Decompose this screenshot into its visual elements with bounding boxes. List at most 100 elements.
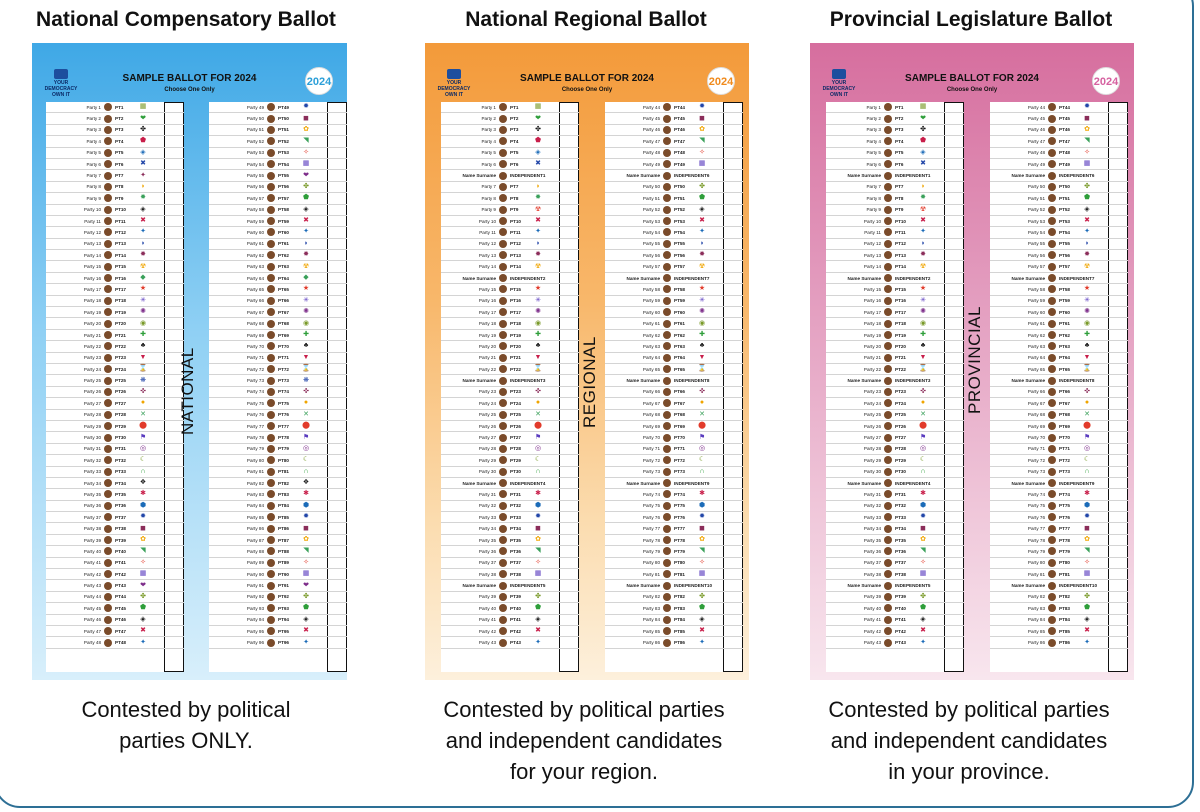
vote-mark-box[interactable] xyxy=(944,238,964,250)
vote-mark-box[interactable] xyxy=(944,500,964,512)
vote-mark-box[interactable] xyxy=(944,352,964,363)
vote-mark-box[interactable] xyxy=(559,455,579,466)
vote-mark-box[interactable] xyxy=(559,398,579,409)
vote-mark-box[interactable] xyxy=(327,375,347,386)
vote-mark-box[interactable] xyxy=(944,295,964,307)
vote-mark-box[interactable] xyxy=(327,113,347,124)
vote-mark-box[interactable] xyxy=(1108,534,1128,546)
vote-mark-box[interactable] xyxy=(164,181,184,193)
vote-mark-box[interactable] xyxy=(559,625,579,637)
vote-mark-box[interactable] xyxy=(944,375,964,386)
vote-mark-box[interactable] xyxy=(723,341,743,352)
vote-mark-box[interactable] xyxy=(723,272,743,284)
vote-mark-box[interactable] xyxy=(723,227,743,238)
vote-mark-box[interactable] xyxy=(327,295,347,307)
vote-mark-box[interactable] xyxy=(164,420,184,432)
vote-mark-box[interactable] xyxy=(327,409,347,420)
vote-mark-box[interactable] xyxy=(164,352,184,363)
vote-mark-box[interactable] xyxy=(944,580,964,591)
vote-mark-box[interactable] xyxy=(559,352,579,363)
vote-mark-box[interactable] xyxy=(559,238,579,250)
vote-mark-box[interactable] xyxy=(1108,489,1128,500)
vote-mark-box[interactable] xyxy=(559,591,579,603)
vote-mark-box[interactable] xyxy=(327,534,347,546)
vote-mark-box[interactable] xyxy=(944,307,964,318)
vote-mark-box[interactable] xyxy=(723,443,743,455)
vote-mark-box[interactable] xyxy=(1108,546,1128,557)
vote-mark-box[interactable] xyxy=(164,375,184,386)
vote-mark-box[interactable] xyxy=(944,136,964,147)
vote-mark-box[interactable] xyxy=(164,591,184,603)
vote-mark-box[interactable] xyxy=(164,193,184,204)
vote-mark-box[interactable] xyxy=(723,603,743,614)
vote-mark-box[interactable] xyxy=(559,420,579,432)
vote-mark-box[interactable] xyxy=(164,170,184,181)
vote-mark-box[interactable] xyxy=(944,272,964,284)
vote-mark-box[interactable] xyxy=(723,432,743,443)
vote-mark-box[interactable] xyxy=(327,158,347,170)
vote-mark-box[interactable] xyxy=(164,250,184,261)
vote-mark-box[interactable] xyxy=(1108,272,1128,284)
vote-mark-box[interactable] xyxy=(327,329,347,341)
vote-mark-box[interactable] xyxy=(944,557,964,569)
vote-mark-box[interactable] xyxy=(944,603,964,614)
vote-mark-box[interactable] xyxy=(164,569,184,580)
vote-mark-box[interactable] xyxy=(559,603,579,614)
vote-mark-box[interactable] xyxy=(559,170,579,181)
vote-mark-box[interactable] xyxy=(559,557,579,569)
vote-mark-box[interactable] xyxy=(944,432,964,443)
vote-mark-box[interactable] xyxy=(164,580,184,591)
vote-mark-box[interactable] xyxy=(327,136,347,147)
vote-mark-box[interactable] xyxy=(559,512,579,523)
vote-mark-box[interactable] xyxy=(327,215,347,227)
vote-mark-box[interactable] xyxy=(723,409,743,420)
vote-mark-box[interactable] xyxy=(559,147,579,158)
vote-mark-box[interactable] xyxy=(164,318,184,329)
vote-mark-box[interactable] xyxy=(1108,158,1128,170)
vote-mark-box[interactable] xyxy=(723,614,743,625)
vote-mark-box[interactable] xyxy=(723,124,743,136)
vote-mark-box[interactable] xyxy=(1108,352,1128,363)
vote-mark-box[interactable] xyxy=(944,386,964,398)
vote-mark-box[interactable] xyxy=(559,637,579,648)
vote-mark-box[interactable] xyxy=(944,363,964,375)
vote-mark-box[interactable] xyxy=(723,512,743,523)
vote-mark-box[interactable] xyxy=(559,102,579,113)
vote-mark-box[interactable] xyxy=(944,523,964,534)
vote-mark-box[interactable] xyxy=(327,261,347,272)
vote-mark-box[interactable] xyxy=(559,261,579,272)
vote-mark-box[interactable] xyxy=(723,386,743,398)
vote-mark-box[interactable] xyxy=(559,375,579,386)
vote-mark-box[interactable] xyxy=(723,170,743,181)
vote-mark-box[interactable] xyxy=(723,113,743,124)
vote-mark-box[interactable] xyxy=(723,329,743,341)
vote-mark-box[interactable] xyxy=(164,557,184,569)
vote-mark-box[interactable] xyxy=(559,318,579,329)
vote-mark-box[interactable] xyxy=(327,477,347,489)
vote-mark-box[interactable] xyxy=(559,272,579,284)
vote-mark-box[interactable] xyxy=(1108,580,1128,591)
vote-mark-box[interactable] xyxy=(1108,477,1128,489)
vote-mark-box[interactable] xyxy=(559,341,579,352)
vote-mark-box[interactable] xyxy=(1108,102,1128,113)
vote-mark-box[interactable] xyxy=(1108,455,1128,466)
vote-mark-box[interactable] xyxy=(944,227,964,238)
vote-mark-box[interactable] xyxy=(944,284,964,295)
vote-mark-box[interactable] xyxy=(327,318,347,329)
vote-mark-box[interactable] xyxy=(164,432,184,443)
vote-mark-box[interactable] xyxy=(164,625,184,637)
vote-mark-box[interactable] xyxy=(164,398,184,409)
vote-mark-box[interactable] xyxy=(1108,637,1128,648)
vote-mark-box[interactable] xyxy=(723,215,743,227)
vote-mark-box[interactable] xyxy=(559,477,579,489)
vote-mark-box[interactable] xyxy=(164,102,184,113)
vote-mark-box[interactable] xyxy=(164,477,184,489)
vote-mark-box[interactable] xyxy=(327,455,347,466)
vote-mark-box[interactable] xyxy=(723,591,743,603)
vote-mark-box[interactable] xyxy=(1108,363,1128,375)
vote-mark-box[interactable] xyxy=(559,204,579,215)
vote-mark-box[interactable] xyxy=(164,637,184,648)
vote-mark-box[interactable] xyxy=(944,512,964,523)
vote-mark-box[interactable] xyxy=(944,614,964,625)
vote-mark-box[interactable] xyxy=(723,136,743,147)
